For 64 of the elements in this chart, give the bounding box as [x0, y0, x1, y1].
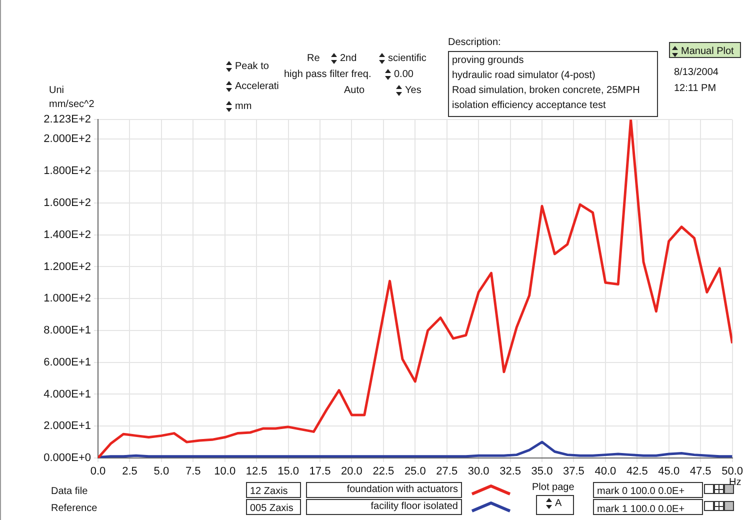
- text: mark 0 100.0 0.0E+: [597, 485, 685, 498]
- text: 8/13/2004: [674, 66, 718, 79]
- x-tick-label: 32.5: [500, 466, 522, 478]
- x-tick-label: 30.0: [468, 466, 490, 478]
- x-tick-label: 10.0: [214, 466, 236, 478]
- x-tick-label: 37.5: [563, 466, 584, 478]
- text: hydraulic road simulator (4-post): [452, 69, 596, 82]
- x-tick-label: 50.0: [722, 466, 744, 478]
- y-tick-label: 2.000E+2: [44, 133, 91, 146]
- y-axis-title: mm/sec^2: [49, 98, 94, 111]
- text: Road simulation, broken concrete, 25MPH: [452, 84, 640, 97]
- text: A: [555, 497, 562, 510]
- text: Re: [307, 52, 320, 65]
- x-tick-label: 25.0: [404, 466, 426, 478]
- x-tick-label: 0.0: [90, 466, 106, 478]
- legend-label: foundation with actuators: [346, 483, 458, 496]
- x-tick-label: 22.5: [372, 466, 394, 478]
- text: mark 1 100.0 0.0E+: [597, 503, 685, 516]
- x-tick-label: 42.5: [626, 466, 648, 478]
- y-tick-label: 1.600E+2: [44, 196, 91, 209]
- text: Yes: [405, 84, 422, 97]
- text: Peak to: [235, 60, 269, 73]
- text: isolation efficiency acceptance test: [452, 99, 606, 112]
- text: 12:11 PM: [674, 82, 716, 95]
- x-axis-title: Hz: [729, 476, 742, 489]
- y-tick-label: 1.800E+2: [44, 165, 91, 178]
- x-tick-label: 47.5: [690, 466, 712, 478]
- x-tick-label: 15.0: [278, 466, 299, 478]
- y-tick-label: 4.000E+1: [44, 388, 91, 400]
- text: 12 Zaxis: [250, 485, 288, 498]
- text: high pass filter freq.: [284, 68, 372, 81]
- y-tick-label: 1.000E+2: [44, 292, 91, 305]
- text: Plot page: [532, 481, 574, 494]
- text: Reference: [51, 502, 98, 515]
- x-tick-label: 20.0: [341, 466, 362, 478]
- x-tick-label: 5.0: [154, 466, 170, 478]
- y-tick-label: 1.400E+2: [44, 228, 91, 241]
- y-tick-label: 8.000E+1: [44, 324, 91, 337]
- x-tick-label: 40.0: [594, 466, 616, 478]
- y-tick-label: 6.000E+1: [44, 356, 91, 368]
- text: Uni: [49, 84, 64, 97]
- y-tick-label: 2.123E+2: [44, 114, 91, 126]
- text: 0.00: [394, 68, 414, 81]
- text: Accelerati: [235, 80, 279, 93]
- legend-label: facility floor isolated: [370, 500, 458, 513]
- x-tick-label: 45.0: [658, 466, 680, 478]
- text: Auto: [344, 84, 365, 97]
- text: 005 Zaxis: [250, 502, 294, 515]
- text: Data file: [51, 485, 88, 498]
- text: proving grounds: [452, 54, 524, 67]
- y-tick-label: 1.200E+2: [44, 260, 91, 273]
- text: Manual Plot: [681, 45, 734, 58]
- text: scientific: [388, 52, 426, 65]
- y-tick-label: 0.000E+0: [44, 452, 91, 464]
- x-tick-label: 27.5: [436, 466, 458, 478]
- y-tick-label: 2.000E+1: [44, 420, 91, 432]
- text: Description:: [448, 36, 501, 49]
- x-tick-label: 35.0: [531, 466, 553, 478]
- text: 2nd: [340, 52, 357, 65]
- x-tick-label: 7.5: [185, 466, 201, 478]
- x-tick-label: 2.5: [122, 466, 138, 478]
- x-tick-label: 17.5: [309, 466, 331, 478]
- text: mm: [235, 100, 252, 113]
- x-tick-label: 12.5: [246, 466, 268, 478]
